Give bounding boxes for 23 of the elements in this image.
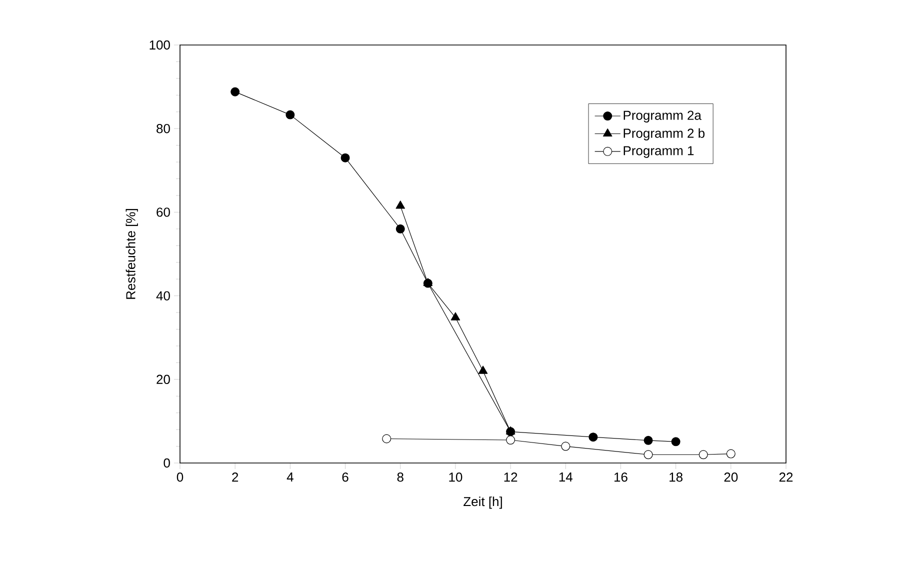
y-tick-label: 60: [156, 208, 170, 217]
x-tick-label: 20: [724, 472, 738, 482]
y-tick-label: 40: [156, 291, 170, 300]
x-tick-label: 6: [342, 472, 348, 482]
x-tick-label: 18: [670, 472, 682, 482]
x-tick-label: 4: [286, 472, 294, 482]
y-tick-label: 0: [164, 458, 170, 468]
y-tick-label: 100: [150, 40, 170, 50]
x-tick-label: 12: [504, 472, 518, 482]
legend-label: Programm 1: [624, 146, 694, 158]
y-axis-title: Restfeuchte [%]: [126, 209, 138, 299]
x-tick-label: 14: [559, 472, 572, 482]
x-tick-label: 0: [176, 472, 184, 482]
x-tick-label: 10: [449, 472, 462, 482]
x-tick-label: 2: [232, 472, 238, 482]
x-tick-label: 22: [779, 472, 793, 482]
y-tick-label: 20: [156, 374, 170, 384]
legend-label: Programm 2a: [624, 110, 702, 122]
x-tick-label: 16: [614, 472, 628, 482]
y-tick-label: 80: [156, 124, 170, 134]
x-axis-title: Zeit [h]: [464, 496, 502, 509]
x-tick-label: 8: [397, 472, 404, 482]
legend-label: Programm 2 b: [624, 128, 705, 140]
